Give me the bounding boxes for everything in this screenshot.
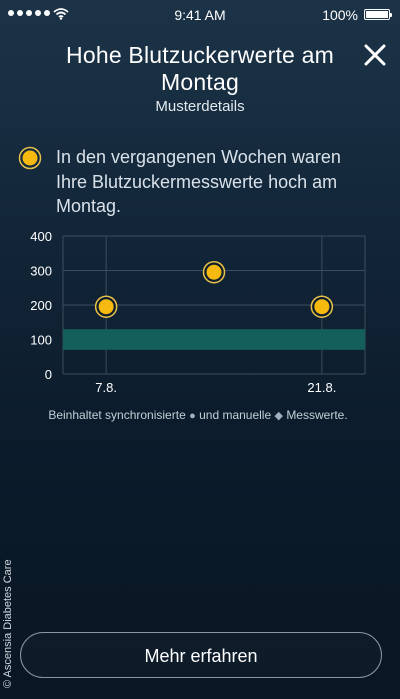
target-range-rect — [63, 329, 365, 350]
y-tick-label: 0 — [45, 367, 52, 382]
y-tick-label: 200 — [30, 298, 52, 313]
footnote-middle: und manuelle — [199, 408, 272, 422]
data-point — [94, 295, 118, 318]
x-tick-label: 21.8. — [307, 380, 336, 395]
battery-percentage: 100% — [322, 7, 358, 23]
status-bar: 9:41 AM 100% — [0, 0, 400, 32]
data-point — [310, 295, 334, 318]
high-pattern-dot-icon — [18, 146, 42, 170]
data-point-fill — [98, 299, 114, 315]
y-axis-ticks: 0 100 200 300 400 — [30, 229, 52, 382]
data-point-fill — [206, 264, 222, 280]
y-tick-label: 400 — [30, 229, 52, 244]
pattern-description: In den vergangenen Wochen waren Ihre Blu… — [56, 147, 341, 216]
blood-glucose-chart: 0 100 200 300 400 7.8. 21.8. — [30, 229, 366, 395]
close-icon[interactable] — [362, 42, 388, 68]
learn-more-button[interactable]: Mehr erfahren — [20, 632, 382, 678]
battery-icon — [364, 9, 392, 20]
footnote-prefix: Beinhaltet synchronisierte — [48, 408, 186, 422]
y-tick-label: 300 — [30, 264, 52, 279]
data-point — [202, 260, 226, 284]
measurement-footnote: Beinhaltet synchronisierte ● und manuell… — [0, 408, 396, 422]
cellular-signal-icon — [8, 10, 50, 16]
x-axis-ticks: 7.8. 21.8. — [95, 380, 336, 395]
synced-dot-icon: ● — [189, 410, 196, 422]
footnote-suffix: Messwerte. — [286, 408, 348, 422]
y-tick-label: 100 — [30, 333, 52, 348]
target-range-band — [63, 329, 365, 350]
page-title: Hohe Blutzuckerwerte am Montag — [66, 42, 334, 95]
status-time: 9:41 AM — [174, 7, 226, 23]
data-point-fill — [314, 299, 330, 315]
wifi-icon — [53, 8, 69, 20]
x-tick-label: 7.8. — [95, 380, 117, 395]
manual-diamond-icon: ◆ — [274, 410, 283, 422]
data-points — [94, 260, 334, 318]
page-subtitle: Musterdetails — [155, 98, 245, 115]
copyright-notice: © Ascensia Diabetes Care — [2, 559, 14, 688]
